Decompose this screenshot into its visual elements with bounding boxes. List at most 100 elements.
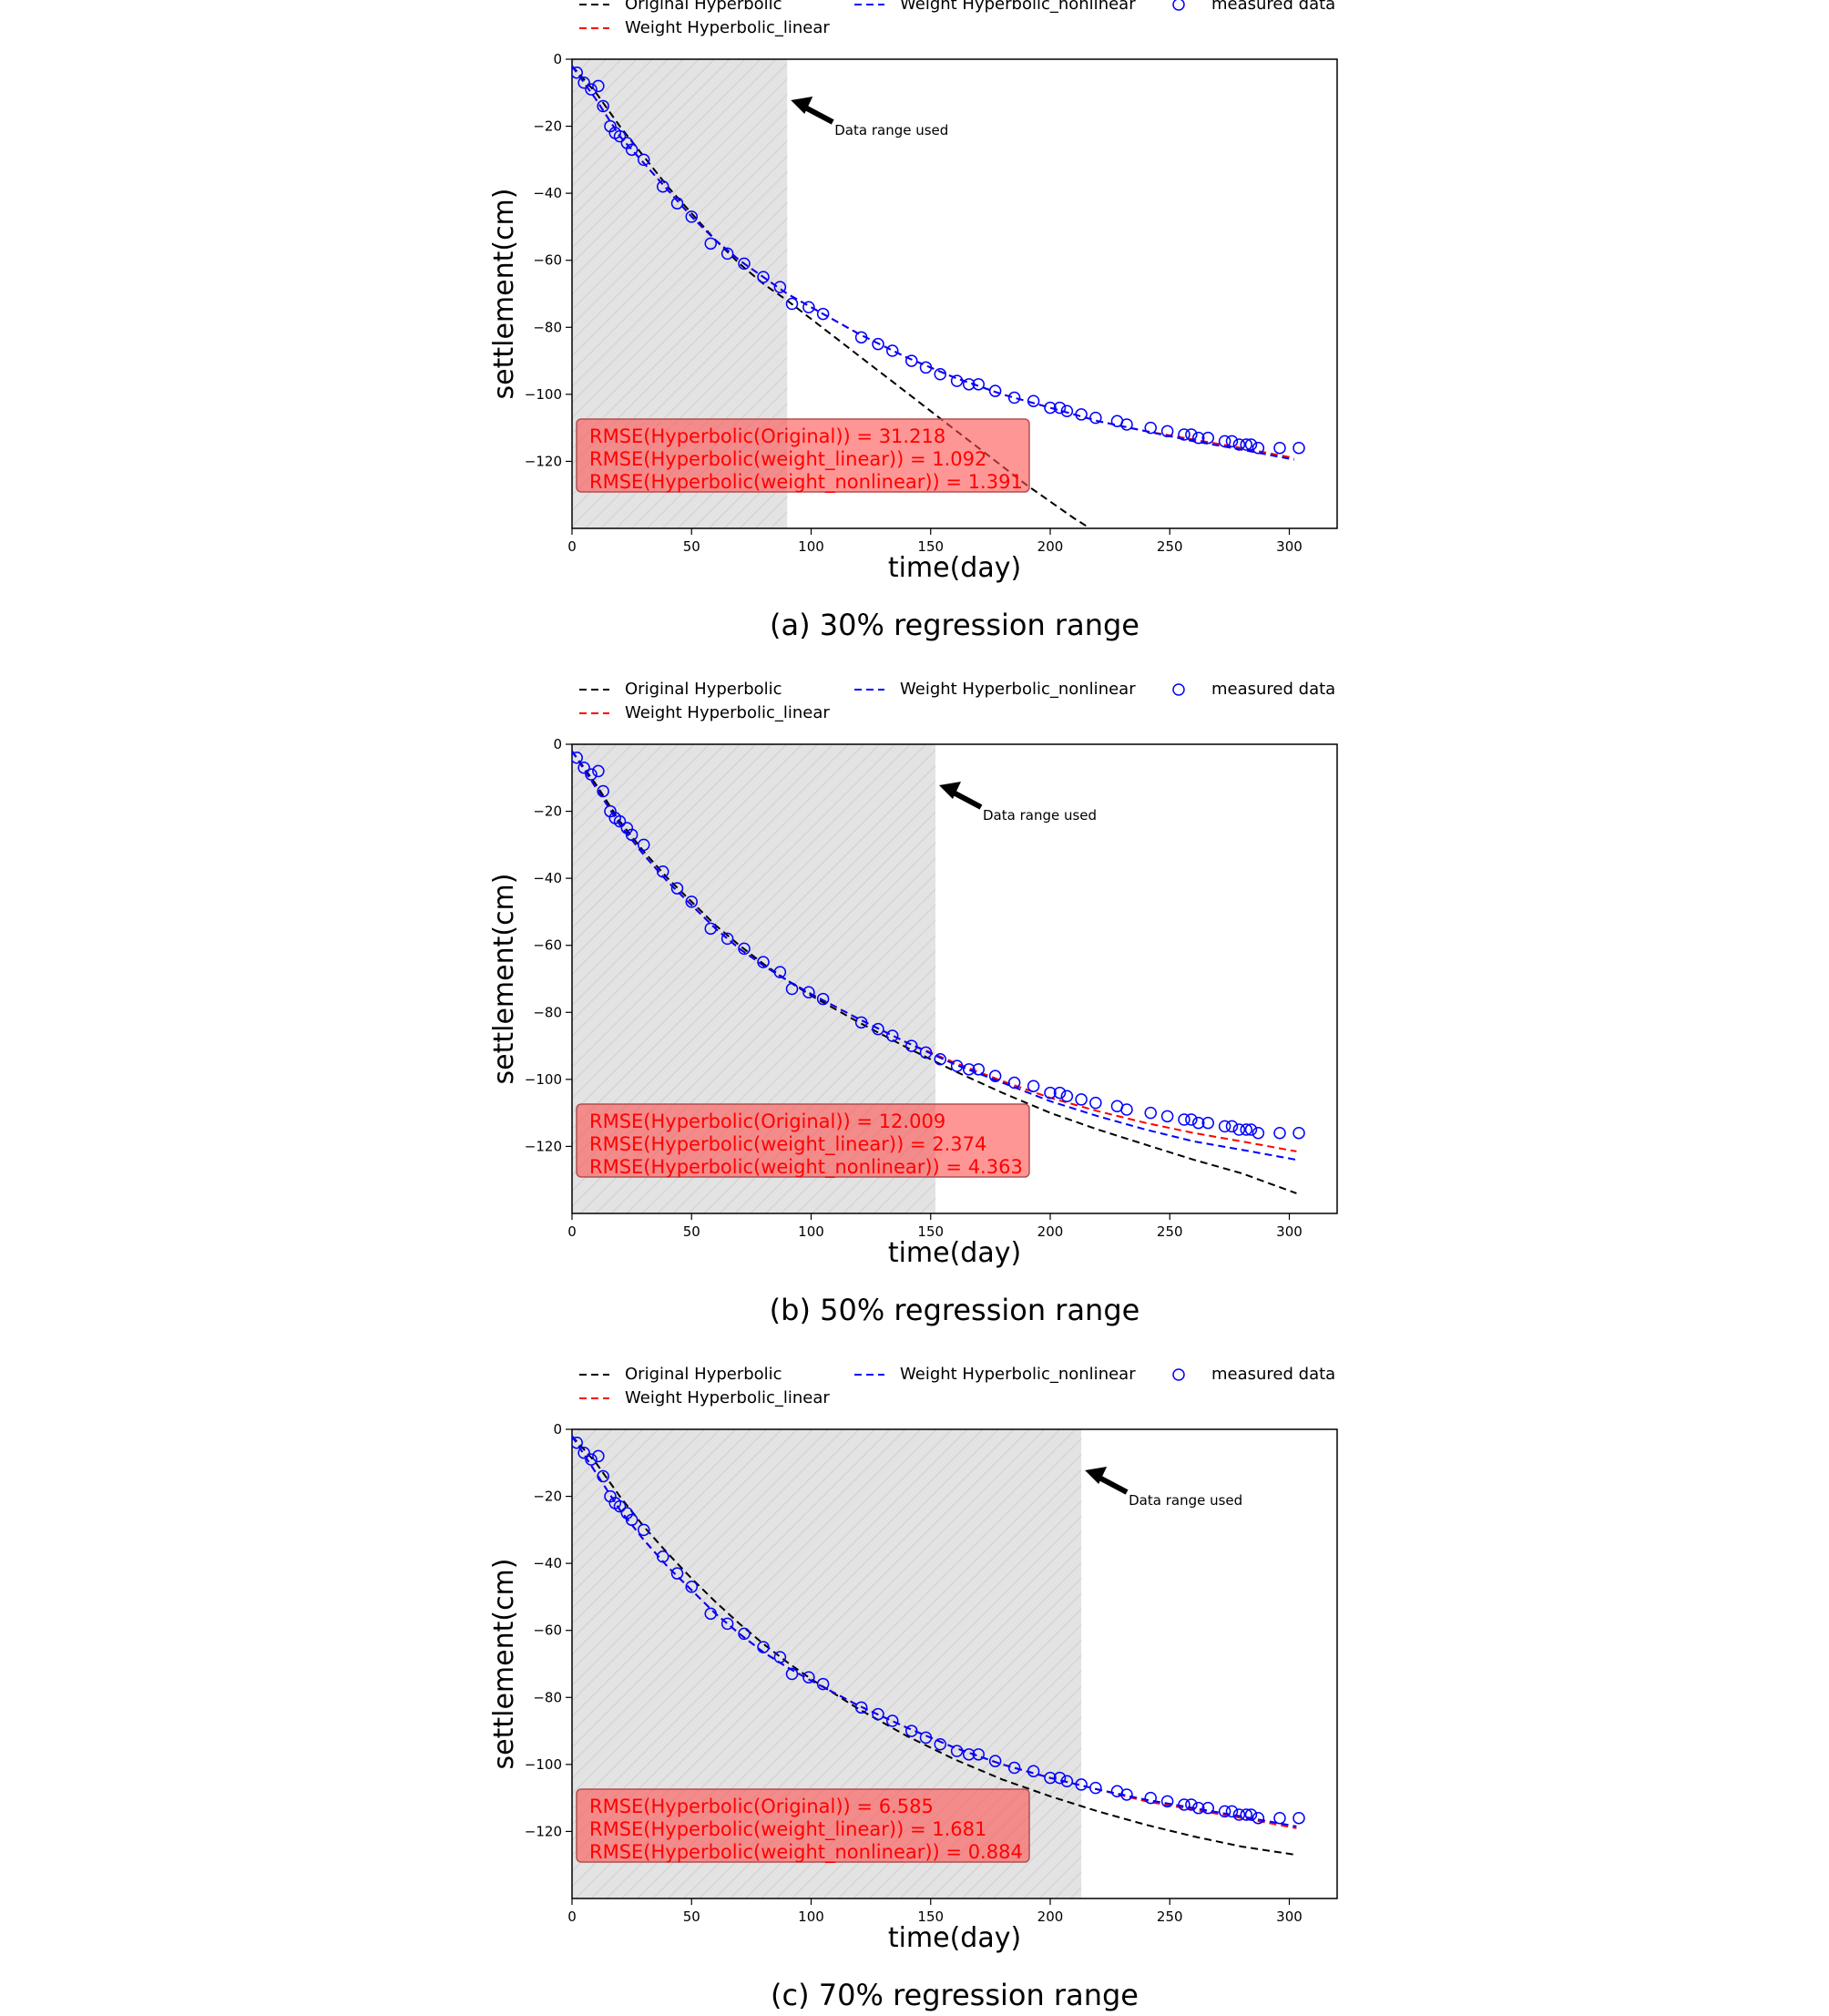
measured-point	[625, 143, 639, 157]
annotation-arrow-head	[1085, 1467, 1108, 1484]
measured-point	[657, 180, 669, 193]
measured-point	[592, 79, 605, 93]
chart-panel-1: 0 50 100 150 200 250 300 0 −20 −40 −60 −80 −100 −120 t…	[488, 0, 1338, 642]
measured-point	[585, 768, 598, 781]
y-tick-label: −120	[525, 1823, 562, 1839]
measured-point	[625, 828, 639, 842]
measured-point	[963, 1748, 976, 1761]
measured-point	[886, 1714, 899, 1727]
measured-point	[1044, 401, 1057, 414]
measured-point	[1120, 1103, 1133, 1116]
measured-point	[1060, 1090, 1074, 1102]
measured-point	[1192, 1116, 1205, 1130]
series-group	[572, 750, 1305, 1194]
measured-point	[1007, 1076, 1021, 1090]
measured-point	[1252, 441, 1265, 455]
measured-point	[1293, 1126, 1305, 1140]
x-tick-label: 250	[1157, 1223, 1183, 1240]
y-tick-label: −80	[533, 1689, 562, 1705]
annotation-text: Data range used	[1129, 1492, 1242, 1509]
legend-label: Original Hyperbolic	[625, 680, 782, 699]
measured-point	[1160, 1110, 1174, 1123]
y-tick-label: −40	[533, 1555, 562, 1571]
measured-point	[1225, 1120, 1239, 1133]
measured-point	[1244, 1808, 1258, 1821]
x-tick-label: 100	[798, 538, 824, 555]
measured-point	[1060, 1775, 1074, 1787]
measured-point	[919, 361, 933, 374]
x-axis-label: time(day)	[888, 1237, 1021, 1269]
x-tick-label: 250	[1157, 538, 1183, 555]
measured-point	[613, 129, 627, 143]
rmse-line-1: RMSE(Hyperbolic(Original)) = 12.009	[589, 1110, 945, 1132]
series-line-3	[572, 65, 1294, 461]
x-axis-label: time(day)	[888, 552, 1021, 584]
measured-point	[1089, 411, 1102, 425]
legend-label: Weight Hyperbolic_nonlinear	[900, 680, 1136, 699]
series-line-3	[572, 1435, 1297, 1827]
measured-point	[1252, 1126, 1265, 1140]
y-tick-label: 0	[553, 51, 562, 67]
legend-label: Original Hyperbolic	[625, 0, 782, 14]
x-tick-label: 300	[1276, 1909, 1303, 1925]
y-axis-label: settlement(cm)	[488, 1559, 520, 1770]
measured-point	[854, 1701, 868, 1714]
annotation-arrow-head	[939, 782, 961, 799]
measured-point	[1120, 418, 1133, 431]
legend-label: Weight Hyperbolic_nonlinear	[900, 0, 1136, 14]
y-tick-label: −20	[533, 803, 562, 820]
y-tick-label: −80	[533, 1004, 562, 1020]
annotation-arrow-head	[791, 97, 813, 114]
plot-frame	[571, 58, 1338, 529]
measured-point	[972, 1063, 985, 1076]
annotation-text: Data range used	[834, 122, 948, 138]
measured-point	[585, 1453, 598, 1466]
measured-point	[638, 1523, 650, 1537]
x-tick-label: 50	[683, 1223, 700, 1240]
measured-point	[1007, 391, 1021, 404]
y-tick-label: −60	[533, 937, 562, 954]
measured-point	[613, 1499, 627, 1513]
plot-frame	[571, 1428, 1338, 1899]
measured-point	[802, 986, 815, 998]
measured-point	[872, 337, 884, 351]
measured-point	[1232, 1123, 1246, 1136]
measured-point	[785, 297, 799, 311]
measured-point	[638, 153, 650, 167]
measured-point	[738, 942, 751, 956]
x-tick-label: 300	[1276, 538, 1303, 555]
measured-point	[738, 257, 751, 271]
x-tick-label: 150	[917, 1223, 944, 1240]
measured-point	[1089, 1781, 1102, 1795]
rmse-box	[576, 418, 1030, 493]
measured-point	[950, 1059, 964, 1072]
measured-point	[1044, 1771, 1057, 1785]
measured-point	[802, 1671, 815, 1683]
measured-point	[720, 247, 734, 261]
measured-point	[1218, 435, 1231, 448]
measured-point	[854, 1016, 868, 1029]
measured-point	[597, 784, 609, 798]
measured-point	[685, 1581, 698, 1593]
x-tick-label: 0	[567, 538, 577, 555]
measured-point	[1218, 1120, 1231, 1133]
measured-point	[592, 764, 605, 778]
measured-point	[988, 1755, 1002, 1767]
measured-point	[1160, 425, 1174, 438]
y-tick-label: −100	[525, 1756, 562, 1773]
measured-point	[1185, 1798, 1198, 1811]
measured-point	[670, 882, 684, 895]
measured-point	[657, 1550, 669, 1563]
x-tick-label: 150	[917, 538, 944, 555]
legend-label: Original Hyperbolic	[625, 1365, 782, 1384]
measured-point	[1293, 1811, 1305, 1825]
y-tick-label: −60	[533, 252, 562, 269]
chart-panel-3: 0 50 100 150 200 250 300 0 −20 −40 −60 −80 −100 −120 t…	[488, 1365, 1338, 2012]
rmse-line-2: RMSE(Hyperbolic(weight_linear)) = 1.681	[589, 1818, 986, 1841]
measured-point	[704, 237, 717, 251]
measured-point	[934, 368, 946, 381]
measured-point	[1144, 1106, 1157, 1120]
measured-point	[1044, 1086, 1057, 1100]
measured-point	[1027, 1080, 1040, 1092]
measured-point	[1192, 1801, 1205, 1815]
